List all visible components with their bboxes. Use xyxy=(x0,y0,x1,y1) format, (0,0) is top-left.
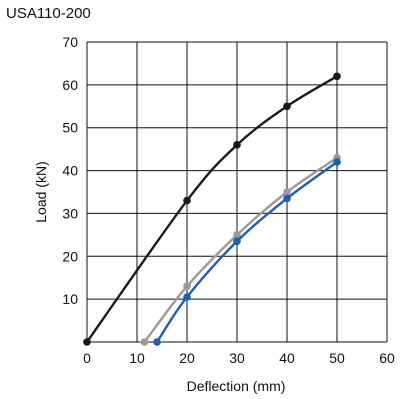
data-point xyxy=(283,194,291,203)
data-point xyxy=(333,158,341,166)
data-point xyxy=(233,237,241,246)
y-tick-labels: 10 20 30 40 50 60 70 xyxy=(62,34,78,307)
data-point xyxy=(83,338,91,346)
data-point xyxy=(140,338,149,346)
series-line-1 xyxy=(86,75,338,343)
y-tick-label: 40 xyxy=(62,163,78,179)
y-axis-label: Load (kN) xyxy=(33,161,49,222)
y-tick-label: 30 xyxy=(62,205,78,221)
x-tick-label: 30 xyxy=(229,350,245,366)
grid-lines xyxy=(86,41,388,343)
data-point xyxy=(183,293,191,301)
x-axis-label: Deflection (mm) xyxy=(187,378,286,394)
data-point xyxy=(233,141,241,149)
data-point xyxy=(183,196,191,205)
data-point xyxy=(153,338,161,346)
x-tick-labels: 0 10 20 30 40 50 60 xyxy=(83,350,395,366)
x-tick-label: 20 xyxy=(179,350,195,366)
y-tick-label: 10 xyxy=(62,291,78,307)
data-point xyxy=(233,231,241,239)
x-tick-label: 40 xyxy=(279,350,295,366)
x-tick-label: 10 xyxy=(129,350,145,366)
series-group xyxy=(83,72,341,346)
data-point xyxy=(333,72,341,81)
y-tick-label: 50 xyxy=(62,120,78,136)
y-tick-label: 70 xyxy=(62,34,78,50)
x-tick-label: 50 xyxy=(329,350,345,366)
series-line-3 xyxy=(156,161,338,343)
data-point xyxy=(183,282,191,291)
x-tick-label: 0 xyxy=(83,350,91,366)
y-tick-label: 20 xyxy=(62,248,78,264)
x-tick-label: 60 xyxy=(379,350,395,366)
data-point xyxy=(283,102,291,111)
chart-title: USA110-200 xyxy=(6,5,91,22)
y-tick-label: 60 xyxy=(62,77,78,93)
data-point xyxy=(283,188,291,196)
